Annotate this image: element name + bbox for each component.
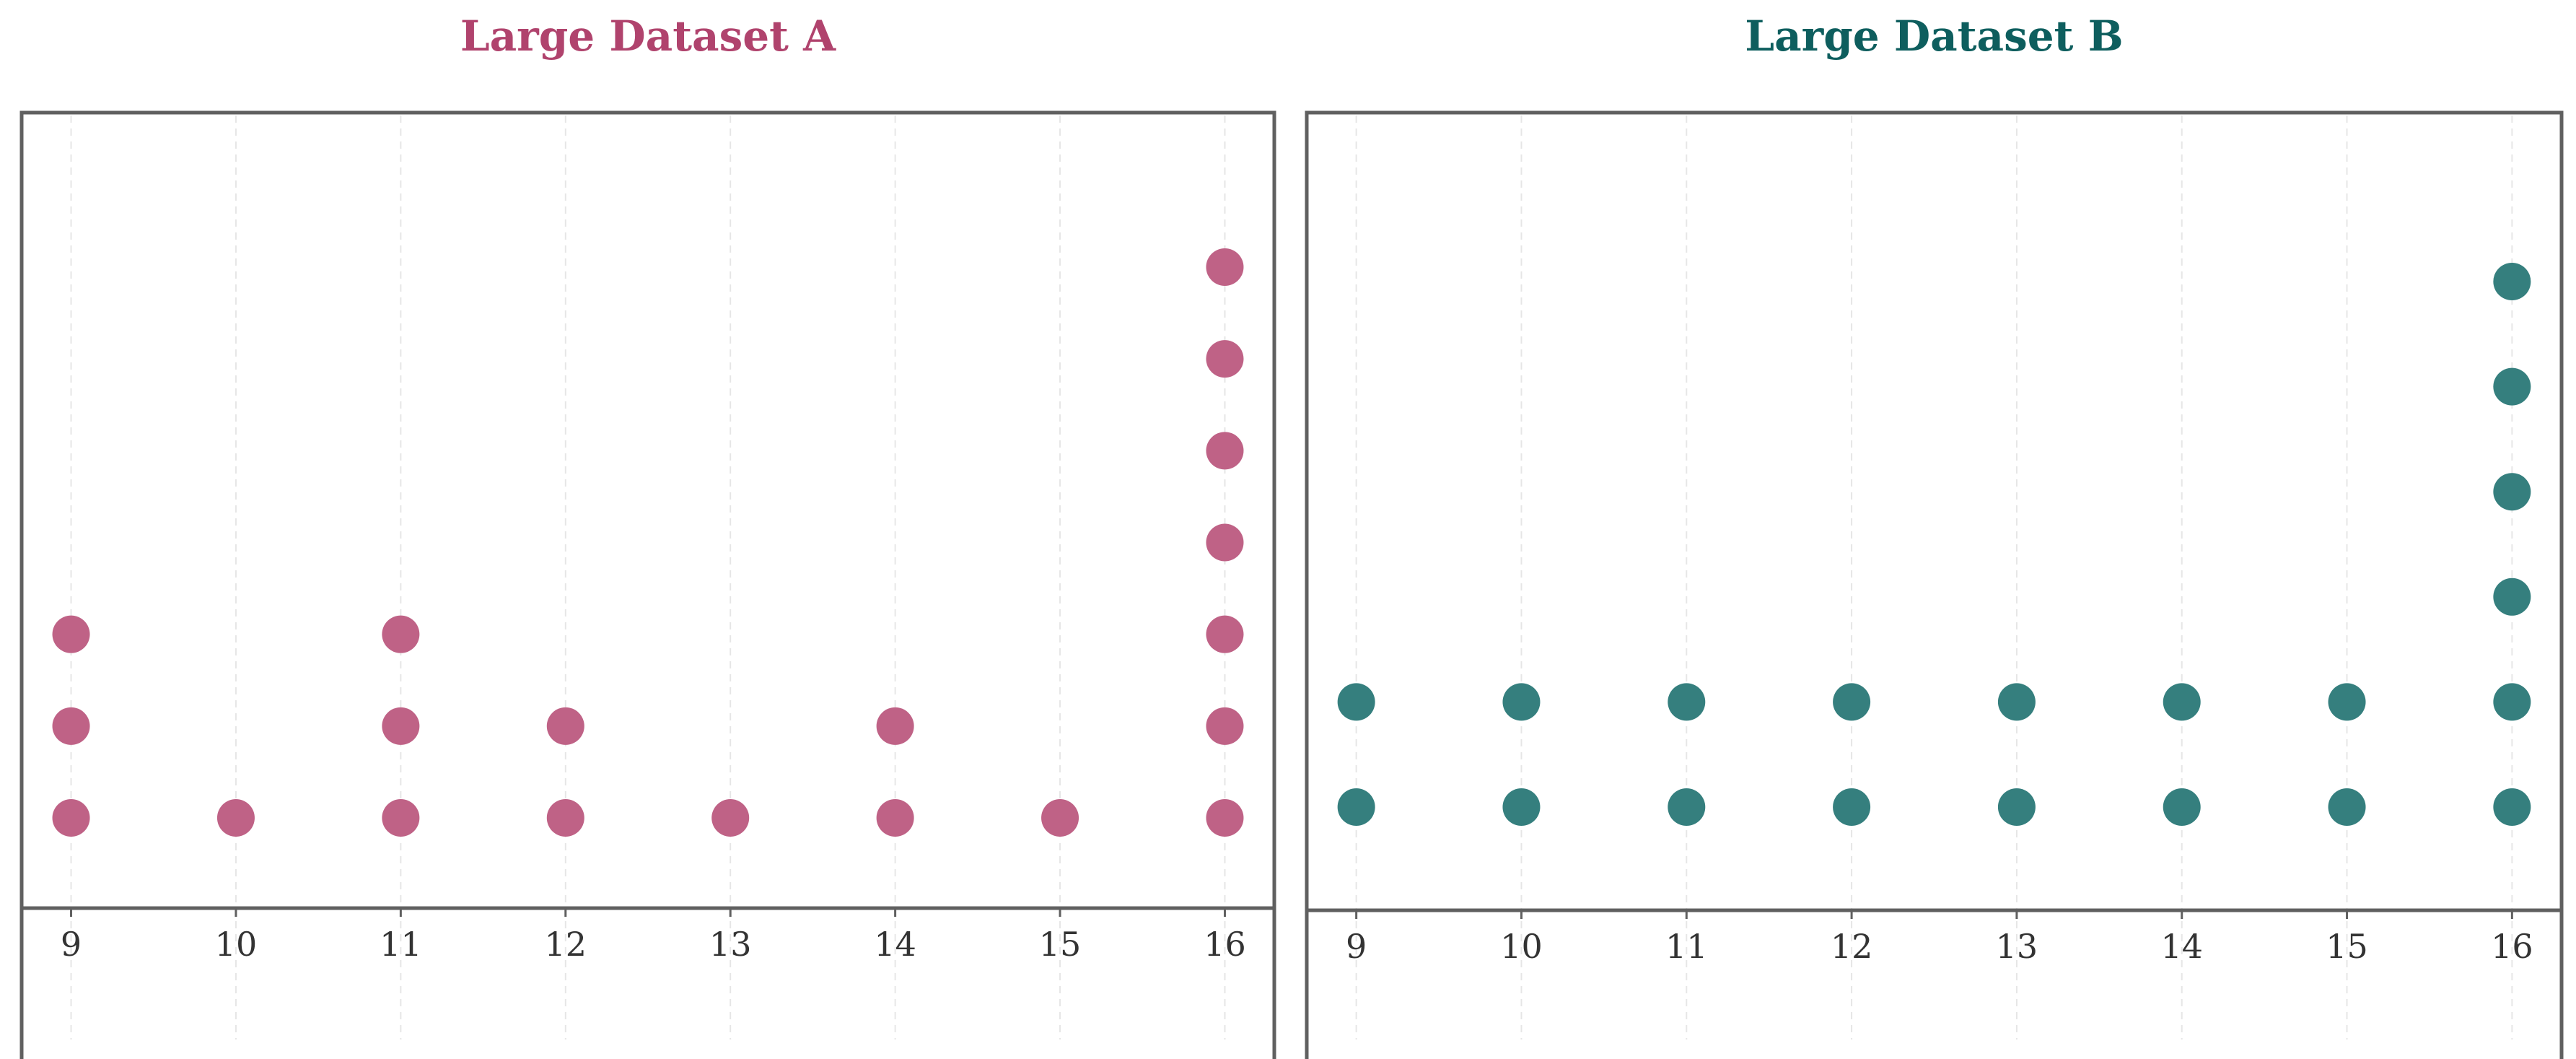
plot-frame-b	[1305, 110, 2564, 1059]
data-point-a	[382, 707, 420, 745]
data-point-b	[1668, 683, 1706, 721]
data-point-a	[1206, 432, 1244, 470]
data-point-b	[1833, 683, 1871, 721]
data-point-a	[1041, 799, 1079, 837]
data-point-a	[52, 615, 90, 653]
data-point-b	[1502, 683, 1541, 721]
data-point-b	[2328, 788, 2366, 826]
data-point-b	[2493, 367, 2531, 406]
x-ticks-b: 9 10 11 12 13 14 15 16	[1346, 910, 2533, 966]
data-point-b	[2493, 578, 2531, 616]
data-point-a	[1206, 340, 1244, 378]
panel-title-a: Large Dataset A	[460, 12, 836, 61]
data-point-b	[1502, 788, 1541, 826]
plot-frame-a	[19, 110, 1276, 1059]
x-tick-label: 10	[215, 925, 258, 964]
data-point-b	[1997, 683, 2036, 721]
data-point-a	[216, 799, 255, 837]
x-tick-label: 16	[1204, 925, 1246, 964]
data-point-b	[1833, 788, 1871, 826]
points-b	[1337, 263, 2531, 826]
data-point-b	[2493, 788, 2531, 826]
x-tick-label: 14	[874, 925, 916, 964]
x-tick-label: 9	[1346, 927, 1367, 966]
data-point-a	[1206, 707, 1244, 745]
points-a	[52, 248, 1244, 837]
x-ticks-a: 9 10 11 12 13 14 15 16	[61, 908, 1246, 964]
x-tick-label: 9	[61, 925, 82, 964]
data-point-a	[876, 799, 914, 837]
x-tick-label: 12	[1831, 927, 1873, 966]
x-tick-label: 10	[1500, 927, 1543, 966]
x-tick-label: 13	[1996, 927, 2038, 966]
x-tick-label: 13	[709, 925, 752, 964]
data-point-a	[546, 707, 584, 745]
data-point-a	[382, 799, 420, 837]
x-tick-label: 12	[545, 925, 587, 964]
x-tick-label: 11	[1665, 927, 1708, 966]
data-point-b	[1337, 788, 1375, 826]
data-point-a	[382, 615, 420, 653]
data-point-a	[876, 707, 914, 745]
x-tick-label: 16	[2491, 927, 2533, 966]
data-point-a	[711, 799, 750, 837]
panel-large-dataset-a: Large Dataset A 9 10 11 12 13 14 15 16	[19, 12, 1276, 1059]
data-point-b	[1337, 683, 1375, 721]
panel-large-dataset-b: Large Dataset B 9 10 11 12 13 14 15 16	[1305, 12, 2564, 1059]
data-point-a	[1206, 799, 1244, 837]
data-point-a	[1206, 615, 1244, 653]
data-point-b	[2493, 263, 2531, 300]
data-point-a	[52, 799, 90, 837]
x-tick-label: 11	[380, 925, 422, 964]
data-point-a	[52, 707, 90, 745]
data-point-a	[546, 799, 584, 837]
panel-title-b: Large Dataset B	[1745, 12, 2123, 61]
x-tick-label: 14	[2160, 927, 2203, 966]
data-point-b	[2493, 683, 2531, 721]
grid-lines-a	[70, 116, 1226, 1040]
x-tick-label: 15	[1039, 925, 1082, 964]
data-point-b	[2328, 683, 2366, 721]
grid-lines-b	[1355, 116, 2513, 1040]
data-point-b	[2163, 683, 2201, 721]
data-point-a	[1206, 523, 1244, 562]
data-point-b	[1668, 788, 1706, 826]
data-point-a	[1206, 248, 1244, 286]
data-point-b	[1997, 788, 2036, 826]
data-point-b	[2493, 473, 2531, 511]
x-tick-label: 15	[2326, 927, 2368, 966]
data-point-b	[2163, 788, 2201, 826]
